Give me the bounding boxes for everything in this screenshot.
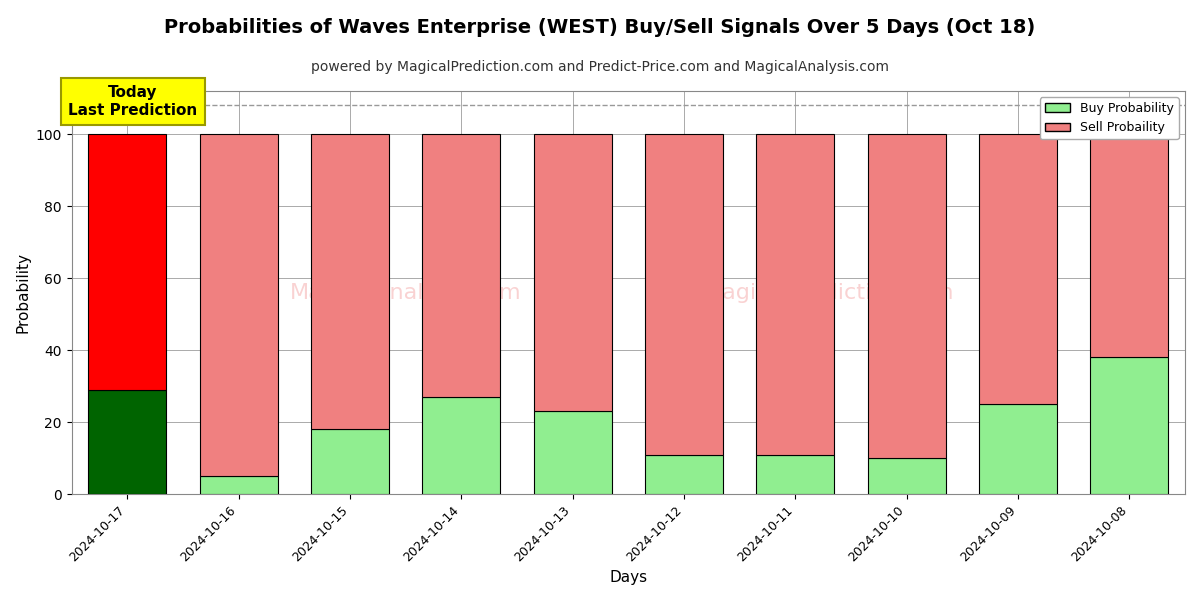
Bar	[89, 134, 167, 390]
Bar	[311, 430, 389, 494]
Bar	[534, 134, 612, 412]
Bar	[756, 134, 834, 455]
Bar	[979, 134, 1057, 404]
Bar	[422, 397, 500, 494]
Legend: Buy Probability, Sell Probaility: Buy Probability, Sell Probaility	[1040, 97, 1178, 139]
Bar	[1091, 358, 1169, 494]
Text: powered by MagicalPrediction.com and Predict-Price.com and MagicalAnalysis.com: powered by MagicalPrediction.com and Pre…	[311, 60, 889, 74]
Bar	[1091, 134, 1169, 358]
Bar	[979, 404, 1057, 494]
Bar	[646, 455, 722, 494]
Bar	[89, 390, 167, 494]
Text: Today
Last Prediction: Today Last Prediction	[68, 85, 198, 118]
Text: MagicalPrediction.com: MagicalPrediction.com	[703, 283, 954, 302]
Bar	[756, 455, 834, 494]
Y-axis label: Probability: Probability	[16, 252, 30, 333]
Bar	[868, 134, 946, 458]
Bar	[199, 476, 277, 494]
Bar	[199, 134, 277, 476]
Text: MagicalAnalysis.com: MagicalAnalysis.com	[290, 283, 522, 302]
Bar	[422, 134, 500, 397]
Bar	[868, 458, 946, 494]
X-axis label: Days: Days	[610, 570, 647, 585]
Text: Probabilities of Waves Enterprise (WEST) Buy/Sell Signals Over 5 Days (Oct 18): Probabilities of Waves Enterprise (WEST)…	[164, 18, 1036, 37]
Bar	[311, 134, 389, 430]
Bar	[534, 412, 612, 494]
Bar	[646, 134, 722, 455]
